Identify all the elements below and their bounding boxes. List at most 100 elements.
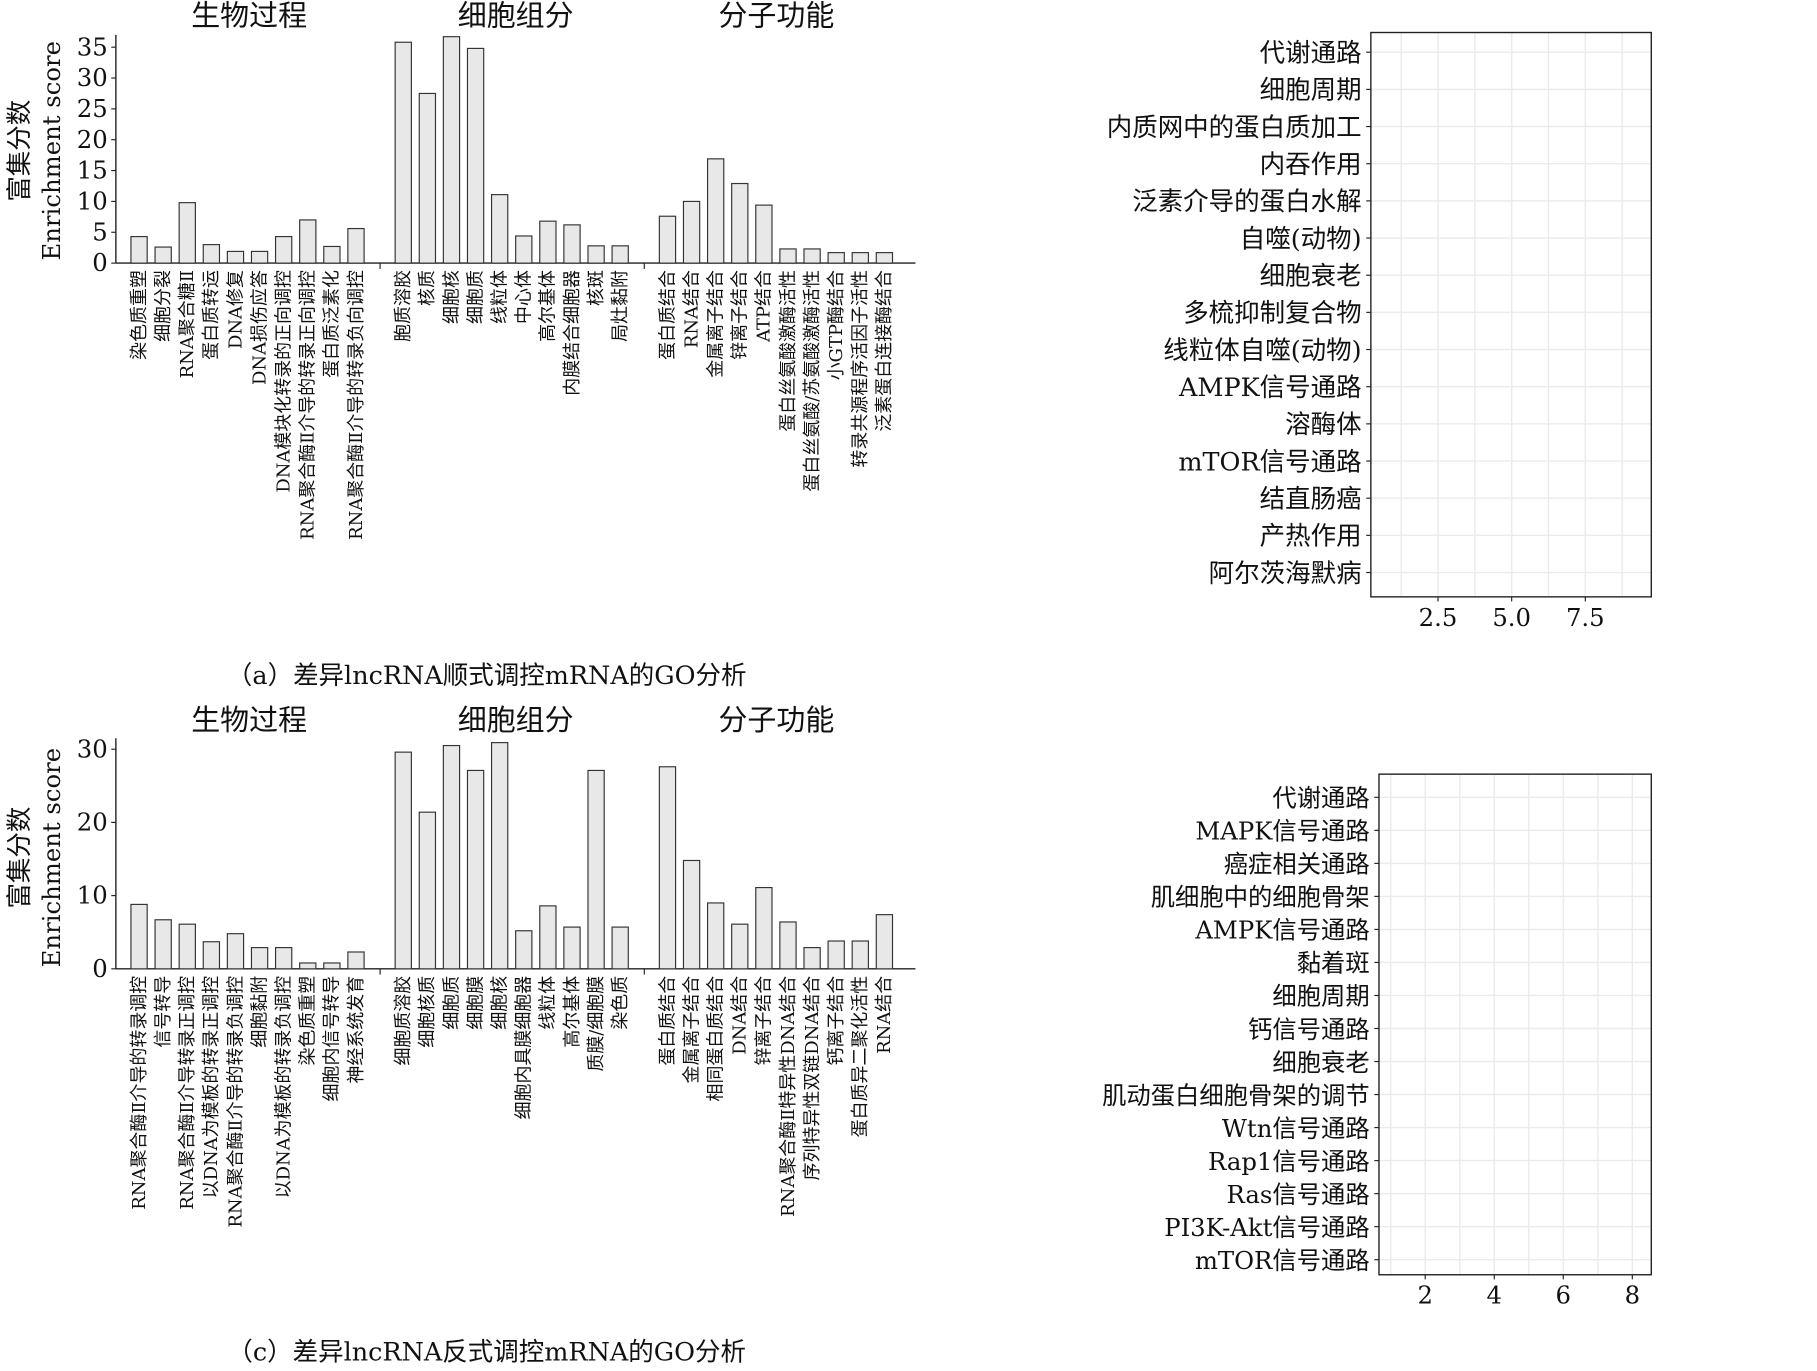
x-tick-label: 6 <box>1556 1281 1571 1310</box>
caption: （a）差异lncRNA顺式调控mRNA的GO分析 <box>227 661 747 691</box>
x-tick-label: 金属离子结合 <box>681 976 702 1084</box>
x-tick-label: 染色质重塑 <box>129 270 150 360</box>
y-tick-label: 泛素介导的蛋白水解 <box>1132 187 1361 217</box>
x-tick-label-group: 相同蛋白质结合 <box>705 976 726 1102</box>
x-tick-label: 高尔基体 <box>562 976 583 1048</box>
y-tick-label: 20 <box>77 808 108 837</box>
x-tick-label: 蛋白质结合 <box>657 976 678 1066</box>
x-tick-label-group: 细胞分裂 <box>153 270 174 342</box>
x-tick-label: 细胞内具膜细胞器 <box>514 976 535 1120</box>
caption: （c）差异lncRNA反式调控mRNA的GO分析 <box>227 1338 746 1368</box>
x-tick-label: 细胞内信号转导 <box>322 976 343 1102</box>
y-tick-label: 肌动蛋白细胞骨架的调节 <box>1102 1081 1370 1110</box>
x-tick-label-group: 核斑 <box>586 270 607 306</box>
bar <box>418 92 437 264</box>
x-tick-label: RNA结合 <box>681 270 702 348</box>
bar <box>539 220 557 264</box>
bar <box>466 47 485 264</box>
y-tick-label: 细胞周期 <box>1260 76 1362 106</box>
bar <box>250 250 269 264</box>
y-tick-label: 细胞周期 <box>1272 982 1369 1011</box>
x-tick-label-group: 细胞质 <box>441 976 462 1030</box>
bar <box>466 769 485 970</box>
bar <box>682 200 701 264</box>
x-tick-label-group: 内膜结合细胞器 <box>562 270 583 396</box>
x-tick-label: 序列特异性双链DNA结合 <box>802 976 823 1181</box>
x-tick-label-group: RNA聚合糖Ⅱ <box>177 270 198 378</box>
y-tick-label: 结直肠癌 <box>1260 484 1362 514</box>
x-tick-label: 细胞质 <box>441 976 462 1030</box>
x-tick-label-group: 质膜/细胞膜 <box>586 976 607 1072</box>
x-tick-label-group: RNA聚合酶Ⅱ介导的转录负调控 <box>225 976 246 1228</box>
x-tick-label-group: DNA结合 <box>730 976 751 1055</box>
x-tick-label: 线粒体 <box>489 270 510 324</box>
x-tick-label-group: 核质 <box>417 270 438 306</box>
x-tick-label: RNA聚合酶Ⅱ介导的转录正向调控 <box>298 270 319 540</box>
x-tick-label-group: RNA聚合酶Ⅱ介导的转录负向调控 <box>346 270 367 540</box>
x-tick-label-group: 以DNA为模板的转录正调控 <box>201 976 222 1199</box>
x-tick-label: 以DNA为模板的转录负调控 <box>273 976 294 1199</box>
x-tick-label-group: 染色质重塑 <box>129 270 150 360</box>
bar <box>250 947 269 970</box>
x-tick-label: 染色质 <box>610 976 631 1030</box>
bar <box>803 248 821 264</box>
x-tick-label-group: 细胞核 <box>441 270 462 324</box>
bar <box>611 245 629 264</box>
bar <box>490 742 509 970</box>
x-tick-label: 细胞质 <box>465 270 486 324</box>
y-tick-label: 10 <box>77 881 108 910</box>
x-tick-label: 细胞核质 <box>417 976 438 1048</box>
y-tick-label: AMPK信号通路 <box>1178 373 1362 403</box>
y-tick-label: 5 <box>92 217 107 246</box>
x-tick-label: 细胞黏附 <box>249 976 270 1048</box>
x-tick-label: 细胞分裂 <box>153 270 174 342</box>
x-tick-label: RNA聚合糖Ⅱ <box>177 270 198 378</box>
x-tick-label: 转录共源程序活因子活性 <box>850 270 871 468</box>
y-axis-label-en: Enrichment score <box>37 748 66 968</box>
y-tick-label: 代谢通路 <box>1260 38 1362 68</box>
y-axis-label: 富集分数 <box>5 100 35 202</box>
x-tick-label-group: 局灶黏附 <box>610 270 631 342</box>
x-tick-label-group: 蛋白丝氨酸激酶活性 <box>778 270 799 432</box>
x-tick-label: 蛋白丝氨酸/苏氨酸激酶活性 <box>802 270 823 492</box>
bar <box>875 252 894 264</box>
bar <box>706 158 725 264</box>
x-tick-label-group: 蛋白质异二聚化活性 <box>850 976 871 1138</box>
x-tick-label: 小GTP酶结合 <box>826 270 847 380</box>
x-tick-label: 蛋白质异二聚化活性 <box>850 976 871 1138</box>
bar <box>515 235 533 264</box>
x-tick-label: 锌离子结合 <box>730 270 751 360</box>
x-tick-label-group: DNA修复 <box>225 270 246 349</box>
y-tick-label: 肌细胞中的细胞骨架 <box>1151 883 1370 912</box>
bar <box>755 886 773 970</box>
y-tick-label: 产热作用 <box>1260 522 1362 552</box>
x-tick-label-group: 转录共源程序活因子活性 <box>850 270 871 468</box>
x-tick-label-group: RNA聚合酶Ⅱ介导的转录调控 <box>129 976 150 1210</box>
x-tick-label-group: DNA模块化转录的正向调控 <box>273 270 294 493</box>
bar <box>755 204 773 264</box>
bar <box>299 962 317 970</box>
x-tick-label-group: 泛素蛋白连接酶结合 <box>874 270 895 432</box>
bar <box>587 245 605 264</box>
x-tick-label-group: 小GTP酶结合 <box>826 270 847 380</box>
x-tick-label: 细胞膜 <box>465 976 486 1030</box>
x-tick-label: 胞质溶胶 <box>393 270 414 342</box>
x-tick-label-group: 细胞内信号转导 <box>322 976 343 1102</box>
x-tick-label-group: 神经系统发育 <box>346 976 367 1084</box>
y-tick-label: 黏着斑 <box>1297 949 1370 978</box>
y-tick-label: Ras信号通路 <box>1227 1180 1370 1209</box>
x-tick-label-group: 细胞内具膜细胞器 <box>514 976 535 1120</box>
bar <box>323 245 341 264</box>
bar <box>731 182 749 264</box>
x-tick-label: 染色质重塑 <box>298 976 319 1066</box>
x-tick-label: 内膜结合细胞器 <box>562 270 583 396</box>
x-tick-label: 2 <box>1417 1281 1432 1310</box>
bar <box>442 36 461 264</box>
x-tick-label-group: 细胞黏附 <box>249 976 270 1048</box>
y-tick-label: 35 <box>77 32 108 61</box>
x-tick-label: RNA聚合酶Ⅱ介导转录正调控 <box>177 976 198 1210</box>
x-tick-label: 局灶黏附 <box>610 270 631 342</box>
y-tick-label: 癌症相关通路 <box>1224 850 1370 879</box>
